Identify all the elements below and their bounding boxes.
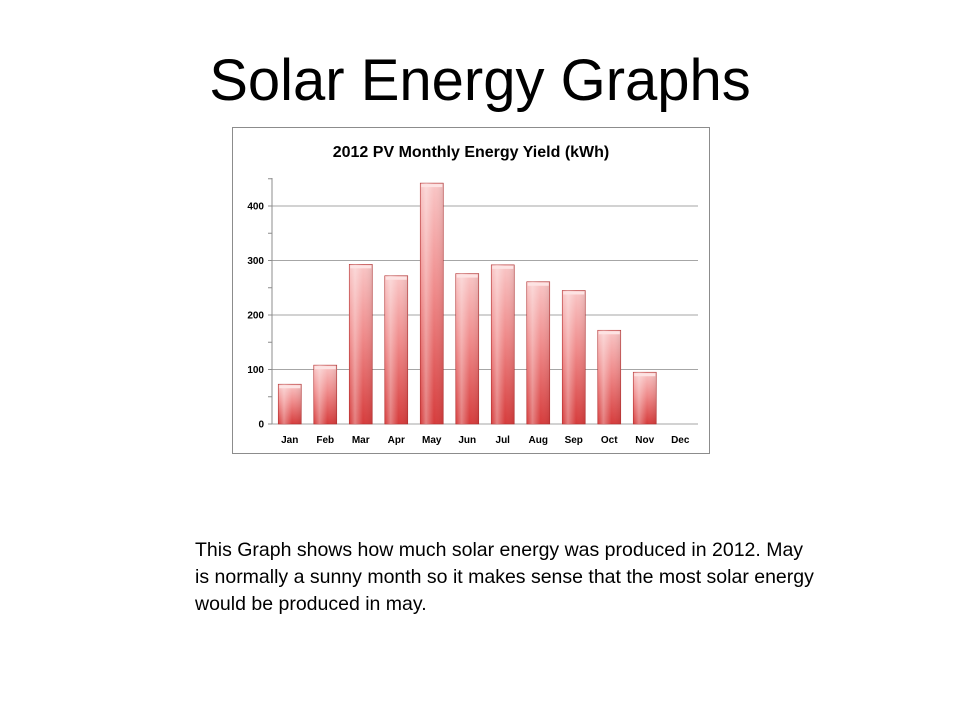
bar-cap-apr [385, 276, 407, 280]
slide-caption: This Graph shows how much solar energy w… [195, 539, 814, 615]
x-tick-label-may: May [422, 435, 442, 446]
x-tick-label-jul: Jul [496, 435, 511, 446]
x-tick-label-aug: Aug [529, 435, 548, 446]
bar-cap-feb [314, 366, 336, 370]
bar-cap-sep [563, 291, 585, 295]
bar-sheen-may [420, 183, 444, 424]
x-tick-label-apr: Apr [388, 435, 405, 446]
y-tick-label: 300 [247, 256, 264, 267]
y-tick-label: 100 [247, 365, 264, 376]
chart-frame: 0 100 200 300 400 Jan Feb Mar Apr May Jun Jul Aug Se… [232, 127, 710, 454]
bar-sheen-mar [349, 264, 373, 424]
x-tick-label-jun: Jun [458, 435, 476, 446]
y-tick-label: 0 [258, 420, 264, 431]
x-tick-label-oct: Oct [601, 435, 618, 446]
bar-sheen-jul [491, 264, 515, 424]
slide-title: Solar Energy Graphs [209, 48, 751, 113]
bar-cap-jun [456, 274, 478, 278]
bar-cap-jul [492, 265, 514, 269]
x-tick-label-feb: Feb [316, 435, 334, 446]
bar-sheen-apr [384, 275, 408, 424]
gridlines [272, 205, 698, 425]
bar-sheen-aug [526, 281, 550, 424]
bar-cap-may [421, 184, 443, 188]
x-tick-label-mar: Mar [352, 435, 370, 446]
chart-title: 2012 PV Monthly Energy Yield (kWh) [332, 144, 610, 161]
bar-cap-nov [634, 373, 656, 377]
x-tick-label-nov: Nov [635, 435, 654, 446]
bar-sheen-feb [313, 365, 337, 424]
bar-chart: 0 100 200 300 400 Jan Feb Mar Apr May Jun Jul Aug Se… [247, 178, 698, 446]
y-tick-label: 200 [247, 311, 264, 322]
bar-sheen-oct [597, 330, 621, 424]
y-tick-label: 400 [247, 202, 264, 213]
bar-cap-oct [598, 331, 620, 335]
x-tick-label-jan: Jan [281, 435, 298, 446]
x-tick-labels: Jan Feb Mar Apr May Jun Jul Aug Sep Oct Nov Dec [281, 435, 690, 446]
x-tick-label-sep: Sep [565, 435, 583, 446]
x-tick-label-dec: Dec [671, 435, 690, 446]
bar-cap-aug [527, 282, 549, 286]
bar-sheen-nov [633, 372, 657, 424]
bar-cap-jan [279, 385, 301, 389]
bar-cap-mar [350, 265, 372, 269]
y-axis: 0 100 200 300 400 [247, 178, 273, 431]
bar-sheen-jun [455, 273, 479, 424]
bar-sheen-jan [278, 384, 302, 424]
bar-sheen-sep [562, 290, 586, 424]
bars [277, 182, 657, 425]
